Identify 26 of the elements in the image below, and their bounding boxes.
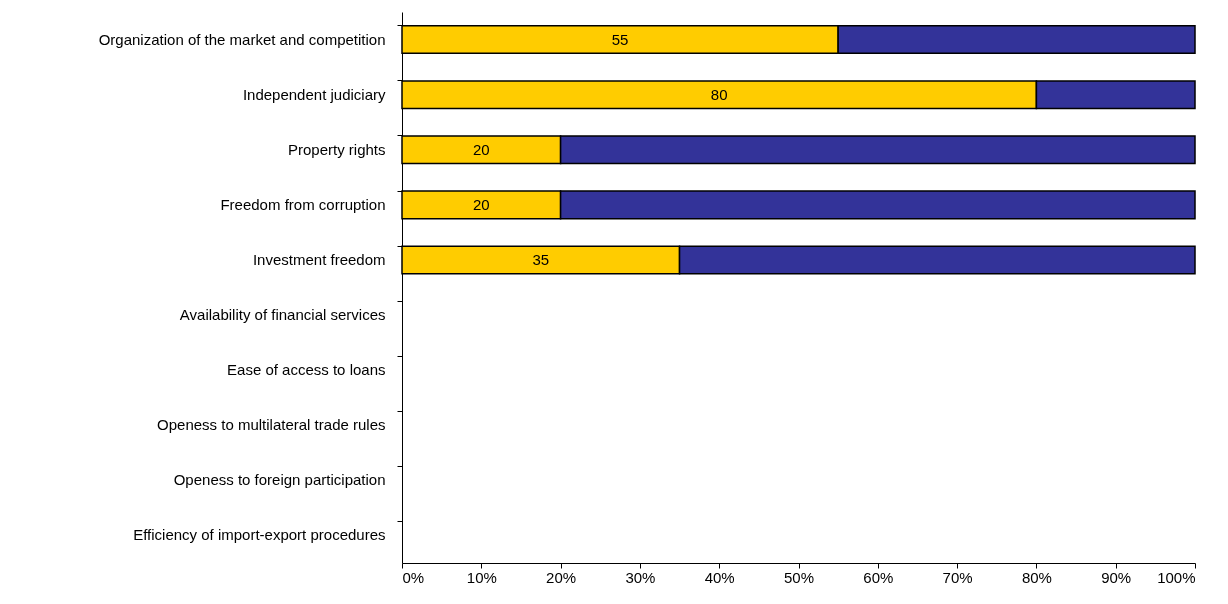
y-tick-label: Organization of the market and competition [98, 30, 386, 48]
y-tick-label: Efficiency of import-export procedures [133, 526, 386, 544]
x-tick-label: 80% [1021, 568, 1052, 586]
y-tick-label: Freedom from corruption [220, 195, 386, 213]
x-tick-label: 70% [942, 568, 973, 586]
x-tick-label: 90% [1101, 568, 1132, 586]
x-tick-label: 100% [1157, 568, 1196, 586]
data-label: 80 [710, 85, 728, 103]
data-label: 35 [532, 250, 550, 268]
x-tick-label: 10% [466, 568, 497, 586]
y-tick-label: Openess to foreign participation [173, 471, 386, 489]
x-tick-label: 0% [402, 568, 425, 586]
y-tick-label: Independent judiciary [242, 85, 386, 103]
data-label: 20 [472, 195, 490, 213]
y-tick-label: Ease of access to loans [227, 361, 386, 379]
y-tick-label: Investment freedom [252, 250, 386, 268]
x-tick-label: 40% [704, 568, 735, 586]
y-tick-label: Availability of financial services [179, 306, 386, 324]
data-label: 55 [611, 30, 629, 48]
x-tick-label: 50% [783, 568, 815, 586]
y-tick-label: Property rights [287, 140, 386, 158]
x-tick-label: 20% [546, 568, 577, 586]
y-tick-label: Openess to multilateral trade rules [157, 416, 386, 434]
x-tick-label: 60% [863, 568, 894, 586]
data-label: 20 [472, 140, 490, 158]
x-tick-label: 30% [625, 568, 656, 586]
